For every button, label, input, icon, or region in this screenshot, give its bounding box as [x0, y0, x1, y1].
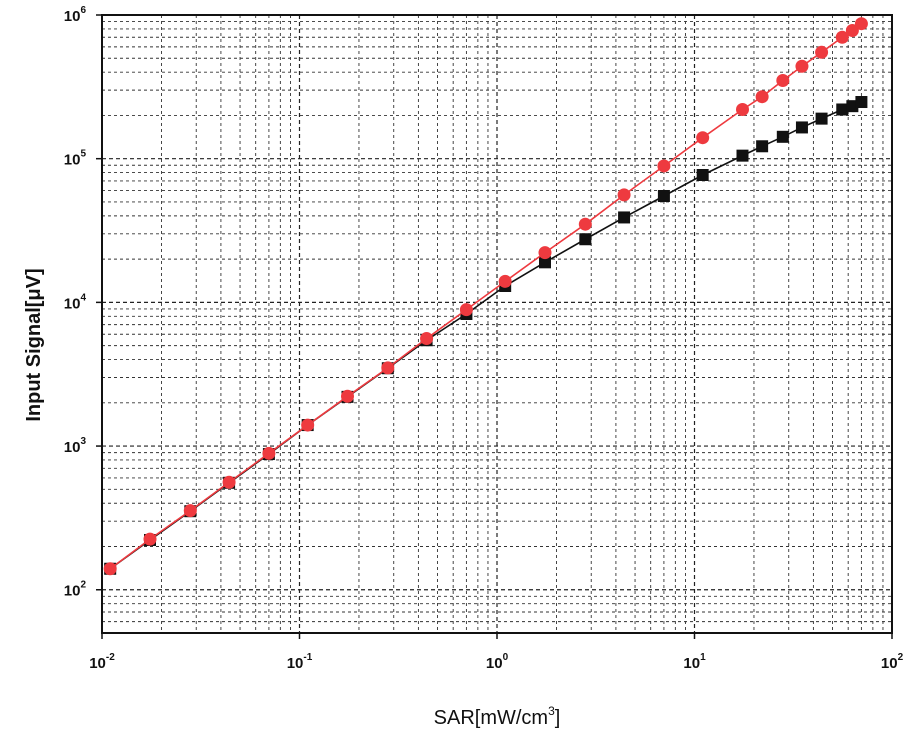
data-point-circle: [381, 361, 395, 375]
data-point-circle: [538, 246, 552, 260]
x-tick-label: 100: [486, 652, 509, 672]
data-point-square: [815, 112, 828, 125]
data-point-circle: [498, 274, 512, 288]
data-point-circle: [776, 74, 790, 88]
y-tick-label: 105: [64, 149, 87, 169]
data-point-square: [618, 211, 631, 224]
data-point-circle: [696, 131, 710, 145]
data-point-square: [579, 233, 592, 246]
data-point-square: [776, 130, 789, 143]
series-layer: [103, 17, 868, 576]
data-point-circle: [854, 17, 868, 31]
data-point-circle: [222, 475, 236, 489]
grid: [102, 15, 892, 633]
data-point-circle: [755, 90, 769, 104]
x-tick-label: 10-1: [287, 652, 313, 672]
data-point-circle: [815, 45, 829, 59]
data-point-square: [836, 103, 849, 116]
y-tick-label: 103: [64, 436, 87, 456]
y-tick-label: 104: [64, 292, 87, 312]
series-line: [109, 23, 862, 570]
data-point-circle: [103, 562, 117, 576]
data-point-square: [756, 140, 769, 153]
data-point-square: [657, 189, 670, 202]
data-point-square: [696, 168, 709, 181]
data-point-circle: [262, 446, 276, 460]
data-point-circle: [617, 188, 631, 202]
x-tick-label: 10-2: [89, 652, 115, 672]
data-point-circle: [835, 30, 849, 44]
x-tick-label: 101: [683, 652, 706, 672]
series-line: [109, 101, 862, 570]
series-circle: [103, 17, 868, 576]
x-axis-title-end: ]: [555, 707, 561, 729]
data-point-circle: [301, 418, 315, 432]
data-point-square: [795, 121, 808, 134]
y-axis-title: Input Signal[μV]: [23, 268, 45, 421]
data-point-circle: [183, 504, 197, 518]
x-tick-label: 102: [881, 652, 904, 672]
y-tick-label: 106: [64, 5, 87, 25]
y-tick-labels: 102 103 104 105 106: [64, 5, 102, 600]
data-point-circle: [420, 332, 434, 346]
data-point-circle: [795, 59, 809, 73]
data-point-square: [736, 149, 749, 162]
data-point-circle: [459, 303, 473, 317]
data-point-circle: [657, 159, 671, 173]
data-point-circle: [143, 532, 157, 546]
data-point-square: [846, 100, 859, 113]
x-tick-labels: 10-2 10-1 100 101 102: [89, 633, 904, 672]
x-axis-title-sup: 3: [548, 704, 555, 718]
x-axis-title: SAR[mW/cm3]: [434, 704, 561, 729]
data-point-square: [855, 96, 868, 109]
data-point-square: [539, 256, 551, 269]
data-point-circle: [341, 389, 354, 403]
y-tick-label: 102: [64, 580, 87, 600]
data-point-circle: [736, 102, 749, 116]
data-point-circle: [578, 217, 592, 231]
data-point-circle: [845, 24, 859, 38]
